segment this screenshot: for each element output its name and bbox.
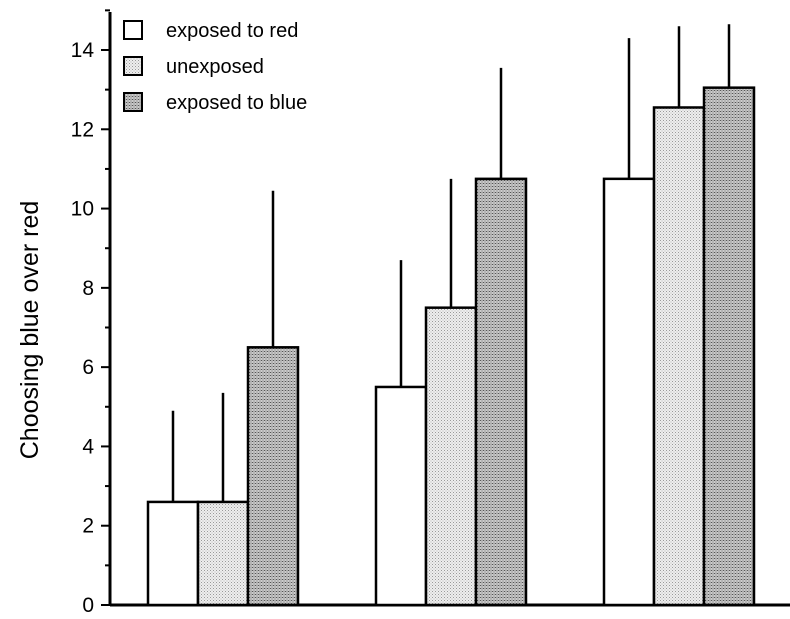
y-tick-label: 14	[71, 39, 95, 62]
legend-swatch	[123, 56, 143, 76]
legend-swatch	[123, 20, 143, 40]
bar	[474, 177, 528, 607]
legend-label: unexposed	[166, 56, 264, 78]
bar	[196, 500, 250, 607]
bar	[602, 177, 656, 607]
legend: exposed to red unexposed exposed to blue	[123, 20, 307, 114]
legend-label: exposed to red	[166, 20, 298, 42]
error-bars-group	[171, 24, 731, 502]
y-tick-label: 6	[82, 356, 94, 379]
bar	[652, 106, 706, 607]
y-tick-label: 8	[82, 277, 94, 300]
bar	[702, 86, 756, 607]
y-tick-label: 12	[71, 118, 94, 141]
bar	[424, 306, 478, 607]
y-tick-label: 2	[82, 515, 94, 538]
y-tick-label: 10	[71, 198, 94, 221]
bar	[146, 500, 200, 607]
legend-label: exposed to blue	[166, 92, 307, 114]
y-tick-label: 4	[82, 435, 94, 458]
y-tick-label: 0	[82, 594, 94, 617]
legend-swatch	[123, 92, 143, 112]
y-axis-label: Choosing blue over red	[16, 201, 44, 460]
bars-group	[146, 86, 756, 607]
bar	[374, 385, 428, 607]
bar	[246, 346, 300, 607]
